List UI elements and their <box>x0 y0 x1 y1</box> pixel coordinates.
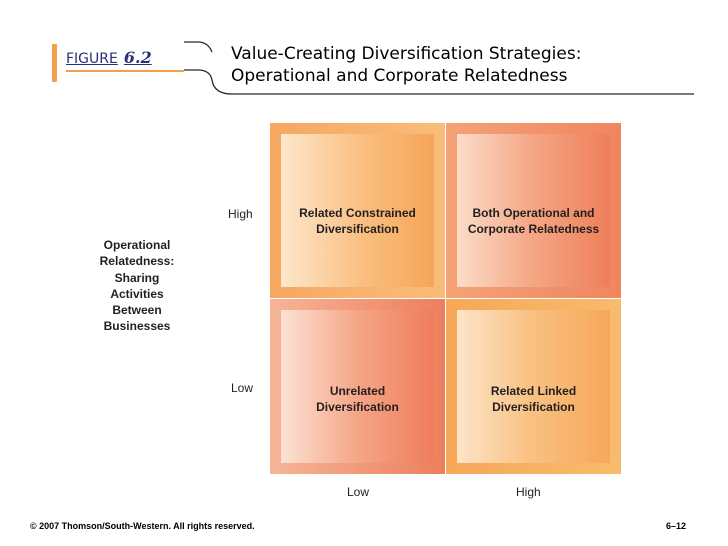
quadrant-unrelated: Unrelated Diversification <box>270 299 445 474</box>
quadrant-label-line: Unrelated <box>329 384 386 398</box>
x-axis-high-label: High <box>516 485 541 499</box>
relatedness-matrix: Related Constrained Diversification Both… <box>270 123 621 474</box>
title-line-2: Operational and Corporate Relatedness <box>231 66 568 86</box>
quadrant-both-relatedness: Both Operational and Corporate Relatedne… <box>446 123 621 298</box>
quadrant-inner-panel: Related Constrained Diversification <box>281 134 434 287</box>
quadrant-label-line: Corporate Relatedness <box>467 222 600 236</box>
x-axis-low-label: Low <box>347 485 370 499</box>
y-axis-label: Operational Relatedness: Sharing Activit… <box>82 237 192 335</box>
quadrant-inner-panel: Related Linked Diversification <box>457 310 610 463</box>
y-axis-label-line: Relatedness: <box>99 254 175 269</box>
title-line-1: Value-Creating Diversification Strategie… <box>231 44 582 64</box>
figure-label: FIGURE 6.2 <box>66 48 152 67</box>
y-axis-label-line: Activities <box>110 286 164 301</box>
header-swoosh-decoration <box>184 41 694 95</box>
header-accent-bar <box>52 44 57 82</box>
quadrant-label-line: Related Linked <box>490 384 577 398</box>
y-axis-label-line: Sharing <box>114 270 160 285</box>
quadrant-inner-panel: Both Operational and Corporate Relatedne… <box>457 134 610 287</box>
quadrant-label: Related Constrained Diversification <box>281 205 434 237</box>
quadrant-label: Both Operational and Corporate Relatedne… <box>457 205 610 237</box>
y-axis-low-label: Low <box>231 381 254 395</box>
quadrant-related-constrained: Related Constrained Diversification <box>270 123 445 298</box>
copyright-notice: © 2007 Thomson/South-Western. All rights… <box>30 521 255 531</box>
page-title: Value-Creating Diversification Strategie… <box>231 43 581 87</box>
quadrant-label-line: Diversification <box>316 222 399 236</box>
quadrant-inner-panel: Unrelated Diversification <box>281 310 434 463</box>
figure-number: 6.2 <box>123 48 152 67</box>
quadrant-label-line: Diversification <box>492 400 575 414</box>
y-axis-high-label: High <box>228 207 253 221</box>
slide-number: 6–12 <box>666 521 687 531</box>
quadrant-related-linked: Related Linked Diversification <box>446 299 621 474</box>
y-axis-label-line: Operational <box>103 238 171 252</box>
quadrant-label-line: Diversification <box>316 400 399 414</box>
quadrant-label: Related Linked Diversification <box>457 383 610 415</box>
quadrant-label: Unrelated Diversification <box>281 383 434 415</box>
quadrant-label-line: Related Constrained <box>299 206 416 220</box>
figure-label-rule <box>66 70 184 72</box>
quadrant-label-line: Both Operational and <box>472 206 595 220</box>
y-axis-label-line: Businesses <box>103 319 171 334</box>
figure-word: FIGURE <box>66 51 118 67</box>
y-axis-label-line: Between <box>112 303 162 318</box>
